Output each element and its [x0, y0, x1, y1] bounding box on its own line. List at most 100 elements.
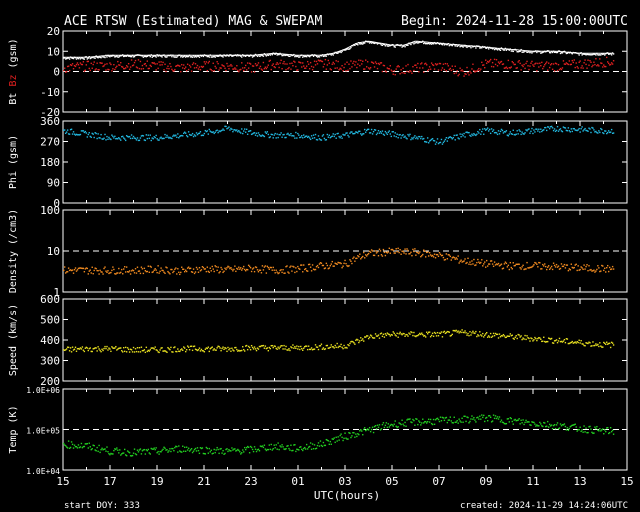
data-point — [511, 334, 513, 336]
data-point — [477, 334, 479, 336]
data-point — [373, 425, 376, 428]
data-point — [387, 131, 390, 133]
data-point — [63, 57, 66, 59]
data-point — [196, 133, 199, 136]
data-point — [481, 259, 483, 261]
data-point — [211, 453, 213, 455]
data-point — [431, 63, 434, 66]
data-point — [265, 272, 268, 274]
data-point — [152, 138, 154, 140]
data-point — [119, 347, 121, 349]
data-point — [485, 59, 487, 61]
data-point — [586, 264, 588, 266]
data-point — [567, 342, 570, 345]
data-point — [589, 342, 591, 344]
data-point — [219, 347, 221, 349]
data-point — [212, 56, 214, 58]
data-point — [447, 331, 450, 333]
data-point — [501, 63, 504, 66]
data-point — [365, 59, 367, 61]
data-point — [432, 139, 435, 142]
data-point — [303, 55, 305, 57]
data-point — [167, 270, 169, 273]
data-point — [397, 247, 399, 250]
data-point — [524, 334, 526, 337]
data-point — [270, 443, 272, 446]
data-point — [437, 335, 440, 337]
data-point — [545, 425, 547, 428]
data-point — [611, 342, 614, 344]
data-point — [87, 133, 89, 136]
data-point — [450, 334, 452, 337]
data-point — [66, 346, 69, 348]
data-point — [129, 455, 132, 457]
data-point — [304, 345, 306, 348]
data-point — [176, 273, 178, 275]
data-point — [546, 266, 549, 268]
data-point — [504, 131, 507, 133]
data-point — [423, 335, 425, 337]
data-point — [512, 129, 514, 131]
data-point — [603, 269, 605, 272]
data-point — [367, 67, 370, 69]
data-point — [266, 131, 269, 133]
data-point — [547, 265, 550, 267]
data-point — [391, 131, 393, 133]
data-point — [266, 448, 269, 451]
data-point — [519, 336, 521, 338]
data-point — [355, 131, 357, 133]
data-point — [188, 349, 191, 351]
data-point — [520, 335, 522, 337]
data-point — [430, 62, 433, 64]
data-point — [317, 266, 320, 269]
data-point — [379, 250, 382, 252]
data-point — [198, 56, 201, 58]
data-point — [164, 133, 166, 136]
data-point — [442, 141, 445, 144]
data-point — [78, 348, 81, 350]
data-point — [411, 254, 413, 257]
data-point — [318, 60, 321, 62]
data-point — [248, 265, 251, 268]
data-point — [114, 68, 116, 71]
data-point — [155, 134, 157, 137]
data-point — [404, 135, 406, 137]
data-point — [583, 62, 585, 64]
data-point — [590, 131, 592, 134]
data-point — [164, 350, 166, 352]
data-point — [186, 449, 189, 451]
data-point — [587, 342, 589, 345]
data-point — [255, 266, 258, 269]
data-point — [453, 329, 455, 332]
data-point — [126, 66, 129, 68]
data-point — [299, 61, 301, 64]
data-point — [119, 55, 121, 57]
data-point — [223, 65, 225, 67]
data-point — [323, 267, 326, 270]
data-point — [76, 134, 79, 136]
data-point — [182, 67, 184, 69]
data-point — [349, 132, 351, 134]
data-point — [387, 67, 390, 70]
data-point — [397, 426, 399, 428]
data-point — [158, 272, 160, 274]
data-point — [569, 63, 572, 66]
data-point — [266, 66, 269, 68]
data-point — [422, 253, 424, 256]
bt-line — [63, 40, 613, 58]
data-point — [90, 62, 92, 65]
data-point — [469, 45, 471, 48]
data-point — [494, 415, 497, 417]
data-point — [605, 343, 607, 346]
data-point — [440, 254, 443, 257]
data-point — [136, 347, 139, 349]
data-point — [313, 137, 316, 139]
data-point — [523, 51, 525, 53]
data-point — [556, 51, 559, 54]
data-point — [514, 63, 516, 66]
data-point — [435, 42, 438, 45]
data-point — [420, 424, 422, 426]
data-point — [256, 449, 259, 451]
data-point — [558, 68, 561, 71]
data-point — [229, 65, 231, 67]
